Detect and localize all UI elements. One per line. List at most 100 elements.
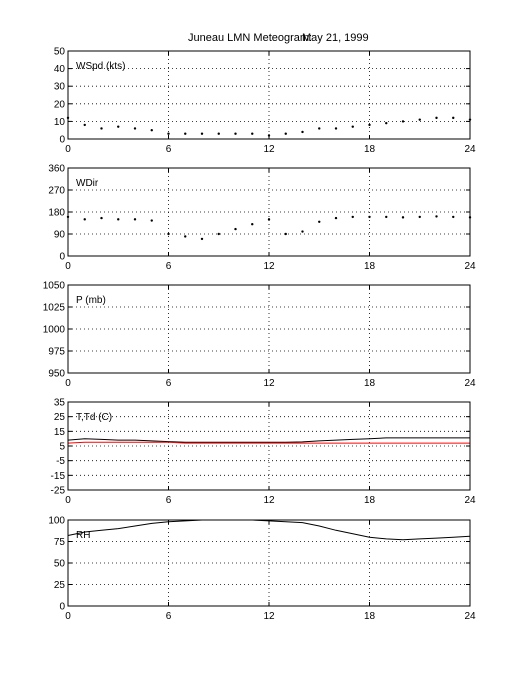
temp-ytick-label: -5 [56,456,65,467]
temp-ytick-label: -25 [51,486,66,497]
wspd-point [385,121,388,125]
wdir-point [401,216,405,219]
wdir-ytick-label: 270 [48,186,65,197]
wspd-point [234,132,237,135]
wspd-point [100,127,103,130]
wspd-xtick-label: 0 [65,144,71,155]
temp-ytick-label: 5 [59,442,65,453]
wspd-point [435,116,438,120]
title-date: May 21, 1999 [302,32,369,44]
wdir-point [100,216,103,220]
pressure-ytick-label: 975 [48,347,65,358]
temp-ytick-label: 25 [54,412,66,423]
pressure-ytick-label: 1000 [43,325,66,336]
wdir-point [217,232,220,236]
wspd-point [150,129,153,132]
title-station: Juneau LMN Meteogram: [188,32,313,44]
temp-series-line-0 [67,437,470,443]
wdir-panel-label: WDir [76,178,99,189]
wdir-point [234,227,237,231]
wspd-point [452,116,455,120]
pressure-ytick-label: 950 [48,369,65,380]
temp-xtick-label: 12 [263,495,275,506]
pressure-ytick-label: 1025 [43,303,66,314]
rh-xtick-label: 6 [166,611,172,622]
wdir-point [83,218,86,221]
pressure-xtick-label: 6 [166,378,172,389]
wdir-ytick-label: 0 [59,252,65,263]
wspd-ytick-label: 30 [54,82,66,93]
wdir-point [284,232,287,236]
wspd-point [318,127,321,130]
wspd-ytick-label: 50 [54,47,66,58]
wspd-panel-label: WSpd (kts) [76,61,125,72]
wdir-point [150,219,153,222]
wdir-point [351,215,354,219]
wspd-point [351,125,354,128]
wspd-point [184,132,187,135]
wspd-xtick-label: 18 [364,144,376,155]
wdir-point [133,218,137,221]
wdir-ytick-label: 360 [48,164,65,175]
wspd-point [301,130,304,134]
temp-panel-label: T,Td (C) [76,412,112,423]
wspd-point [133,127,137,130]
wdir-point [368,215,371,219]
rh-ytick-label: 25 [54,580,66,591]
wdir-ytick-label: 180 [48,208,65,219]
rh-ytick-label: 0 [59,602,65,613]
wdir-point [167,232,170,236]
rh-xtick-label: 18 [364,611,376,622]
wspd-ytick-label: 10 [54,117,66,128]
wspd-point [83,123,86,127]
wspd-point [117,125,120,128]
wspd-point [200,132,204,135]
wspd-xtick-label: 24 [464,144,476,155]
wspd-ytick-label: 20 [54,99,66,110]
pressure-xtick-label: 12 [263,378,275,389]
wdir-point [251,223,254,226]
wspd-ytick-label: 40 [54,64,66,75]
temp-ytick-label: 15 [54,427,66,438]
rh-ytick-label: 75 [54,537,66,548]
pressure-xtick-label: 0 [65,378,71,389]
wdir-point [435,215,438,218]
rh-xtick-label: 0 [65,611,71,622]
wdir-point [267,218,271,221]
wspd-xtick-label: 6 [166,144,172,155]
wdir-point [318,220,321,223]
wdir-ytick-label: 90 [54,230,66,241]
rh-ytick-label: 100 [48,516,65,527]
pressure-xtick-label: 18 [364,378,376,389]
wspd-point [368,123,371,127]
pressure-xtick-label: 24 [464,378,476,389]
rh-panel-label: RH [76,530,90,541]
temp-ytick-label: -15 [51,471,66,482]
wdir-xtick-label: 0 [65,261,71,272]
wdir-point [418,215,421,219]
wdir-xtick-label: 6 [166,261,172,272]
rh-ytick-label: 50 [54,559,66,570]
wspd-point [401,120,405,123]
wspd-point [334,127,338,130]
wspd-point [418,118,421,121]
pressure-ytick-label: 1050 [43,281,66,292]
wdir-point [184,235,187,238]
wspd-point [217,132,220,135]
rh-xtick-label: 12 [263,611,275,622]
wspd-ytick-label: 0 [59,135,65,146]
wspd-point [284,132,287,135]
wdir-xtick-label: 18 [364,261,376,272]
wdir-xtick-label: 24 [464,261,476,272]
wdir-point [385,215,388,219]
temp-xtick-label: 24 [464,495,476,506]
wspd-point [167,132,170,135]
wdir-xtick-label: 12 [263,261,275,272]
wspd-point [251,132,254,135]
temp-xtick-label: 6 [166,495,172,506]
pressure-panel-label: P (mb) [76,295,106,306]
temp-xtick-label: 0 [65,495,71,506]
temp-xtick-label: 18 [364,495,376,506]
temp-series-line-1 [67,441,470,444]
